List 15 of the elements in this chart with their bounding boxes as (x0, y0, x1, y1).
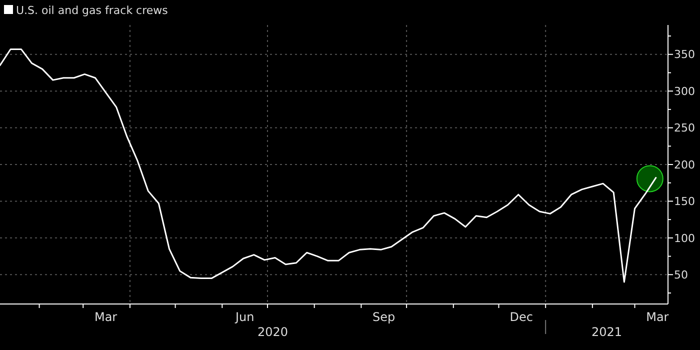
y-tick-label: 50 (674, 268, 688, 282)
x-tick-label: Dec (510, 310, 534, 324)
x-tick-label: Jun (234, 310, 254, 324)
y-tick-label: 350 (674, 48, 695, 62)
x-tick-label: Mar (94, 310, 118, 324)
x-tick-label: Mar (646, 310, 669, 324)
y-tick-label: 200 (674, 158, 695, 172)
legend-label: U.S. oil and gas frack crews (16, 4, 168, 17)
x-tick-label: Sep (372, 310, 396, 324)
y-tick-label: 300 (674, 84, 695, 98)
y-tick-label: 250 (674, 122, 695, 135)
y-tick-label: 100 (674, 232, 695, 245)
text: 2020 (258, 325, 288, 339)
text: 2021 (592, 325, 622, 339)
y-tick-label: 150 (674, 195, 695, 208)
